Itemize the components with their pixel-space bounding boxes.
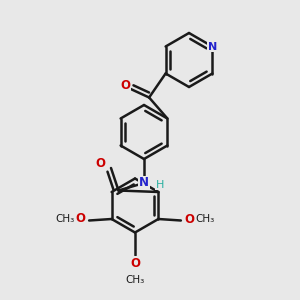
Text: N: N	[139, 176, 149, 190]
Text: O: O	[95, 157, 106, 170]
Text: CH₃: CH₃	[56, 214, 75, 224]
Text: CH₃: CH₃	[125, 274, 145, 285]
Text: H: H	[156, 179, 165, 190]
Text: O: O	[184, 212, 194, 226]
Text: N: N	[208, 41, 217, 52]
Text: O: O	[75, 212, 85, 226]
Text: O: O	[130, 257, 140, 270]
Text: CH₃: CH₃	[196, 214, 215, 224]
Text: O: O	[120, 79, 130, 92]
